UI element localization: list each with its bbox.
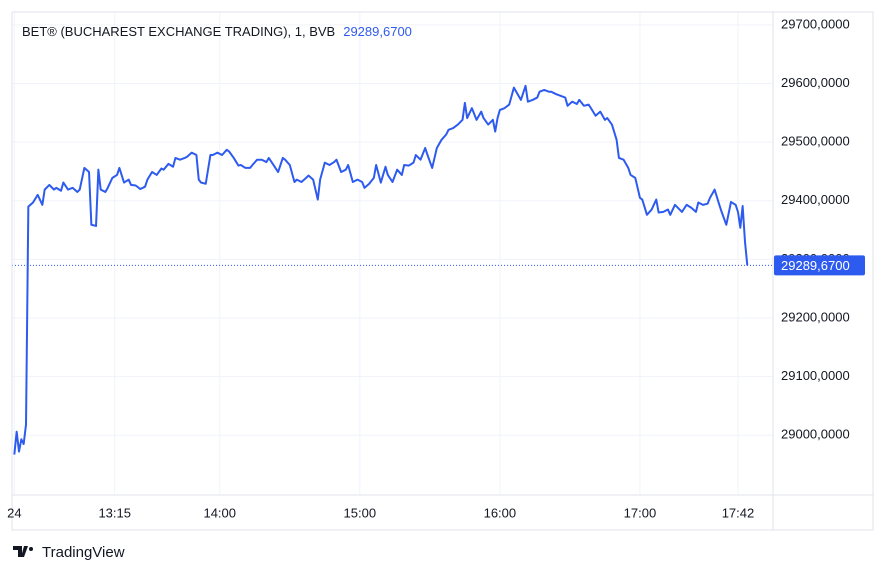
logo-dot [29, 547, 33, 551]
logo: TradingView [13, 544, 125, 561]
axis-layer: 29000,000029100,000029200,000029300,0000… [7, 16, 865, 520]
x-tick-label: 17:42 [722, 505, 755, 520]
logo-icon [13, 546, 28, 557]
x-tick-label: 24 [7, 505, 21, 520]
y-tick-label: 29100,0000 [781, 368, 850, 383]
chart-title: BET® (BUCHAREST EXCHANGE TRADING), 1, BV… [22, 24, 412, 39]
grid-layer [12, 12, 773, 495]
y-tick-label: 29000,0000 [781, 427, 850, 442]
y-tick-label: 29600,0000 [781, 75, 850, 90]
last-price-label: 29289,6700 [781, 258, 850, 273]
y-tick-label: 29500,0000 [781, 134, 850, 149]
last-price-box [774, 255, 865, 276]
y-tick-label: 29200,0000 [781, 309, 850, 324]
x-tick-label: 14:00 [203, 505, 236, 520]
title-price: 29289,6700 [343, 24, 412, 39]
symbol-title: BET® (BUCHAREST EXCHANGE TRADING), 1, BV… [22, 24, 335, 39]
frame [11, 11, 874, 531]
y-tick-label: 29400,0000 [781, 192, 850, 207]
plot-layer [12, 84, 773, 455]
y-tick-label: 29700,0000 [781, 16, 850, 31]
branding: TradingView [42, 544, 125, 561]
x-tick-label: 15:00 [344, 505, 377, 520]
x-tick-label: 16:00 [484, 505, 517, 520]
price-line [13, 84, 749, 455]
x-tick-label: 13:15 [98, 505, 131, 520]
x-tick-label: 17:00 [624, 505, 657, 520]
